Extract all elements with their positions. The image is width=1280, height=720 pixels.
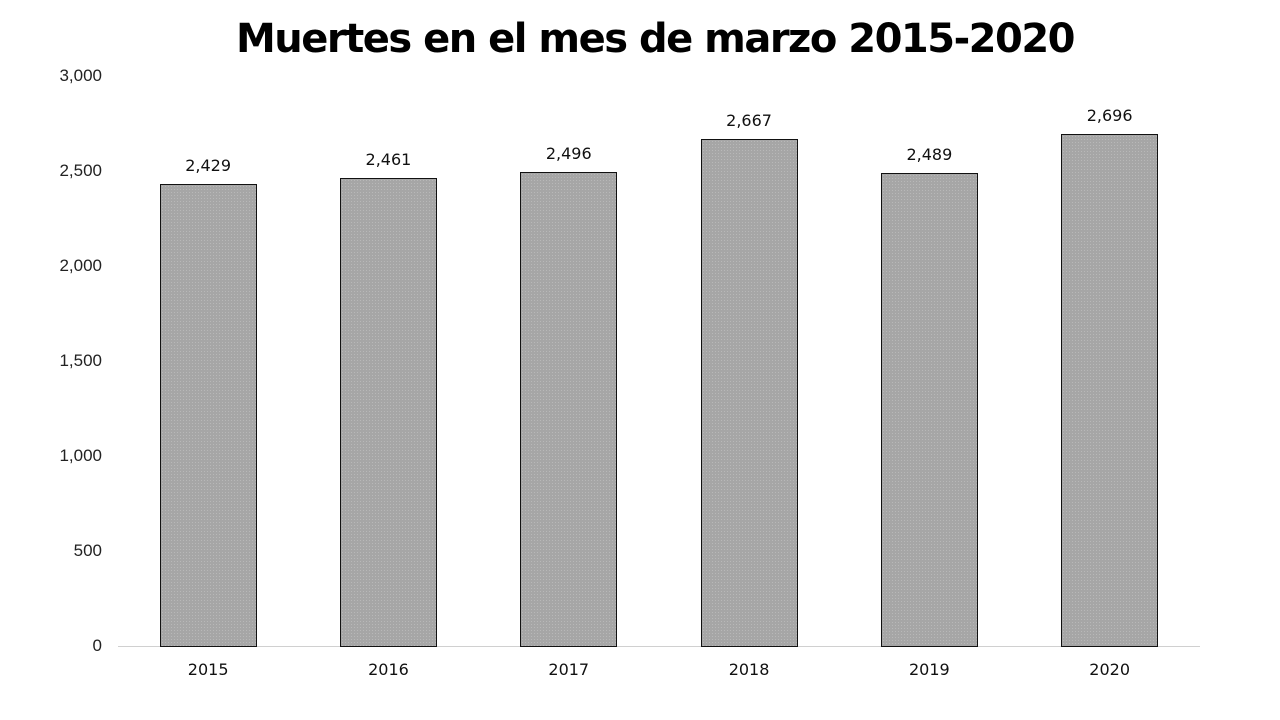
bar-2019 [880, 173, 978, 647]
data-label: 2,696 [1086, 105, 1133, 125]
y-tick-label: 3,000 [59, 66, 102, 85]
x-tick-label: 2020 [1089, 660, 1130, 679]
bar-2020 [1061, 133, 1159, 647]
data-label: 2,496 [545, 143, 592, 163]
x-tick-label: 2019 [908, 660, 950, 679]
y-tick-label: 1,500 [59, 351, 102, 370]
data-label: 2,489 [906, 145, 953, 165]
bar-2017 [520, 171, 618, 647]
x-tick-label: 2016 [368, 660, 409, 679]
data-label: 2,429 [185, 156, 232, 176]
y-tick-label: 2,500 [59, 161, 102, 180]
data-label: 2,667 [726, 111, 772, 131]
x-tick-label: 2018 [728, 660, 770, 679]
data-label: 2,461 [365, 150, 412, 170]
x-tick-label: 2017 [548, 660, 590, 679]
bar-2016 [339, 178, 437, 647]
bar-2015 [159, 184, 257, 647]
chart-title: Muertes en el mes de marzo 2015-2020 [236, 16, 1076, 62]
y-tick-label: 0 [92, 636, 102, 655]
y-tick-label: 1,000 [59, 446, 102, 465]
y-tick-label: 500 [73, 541, 102, 560]
y-tick-label: 2,000 [59, 256, 102, 275]
x-axis-line [118, 646, 1200, 647]
x-tick-label: 2015 [187, 660, 229, 679]
bar-2018 [700, 139, 798, 647]
